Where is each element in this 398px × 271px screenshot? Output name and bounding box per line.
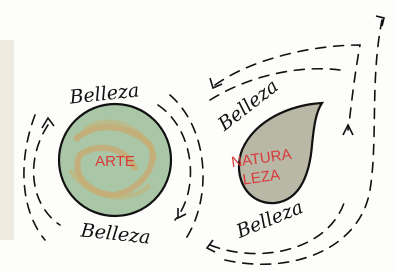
node-label: ARTE — [95, 153, 135, 170]
diagram: ARTE NATURA LEZA Belleza Belleza Belleza… — [0, 0, 398, 271]
paper-edge — [0, 40, 14, 240]
background — [0, 0, 398, 271]
